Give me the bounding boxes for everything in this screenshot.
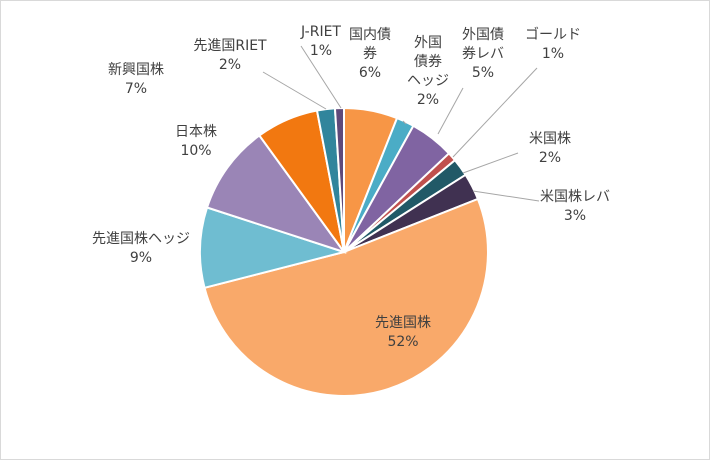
pie-slices (198, 106, 489, 397)
pie-slice-8 (198, 206, 348, 290)
data-label-line: 1% (542, 46, 564, 62)
data-label-3: 外国債券レバ 5% (462, 27, 504, 81)
data-label-line: 券レバ (462, 46, 504, 62)
data-label-line: 国内債 (349, 27, 391, 43)
leader-line-11 (262, 71, 327, 110)
data-label-line: 先進国RIET (193, 38, 267, 54)
leader-line-12 (300, 45, 342, 109)
data-label-line: 新興国株 (108, 62, 164, 78)
data-label-line: 米国株 (529, 131, 571, 147)
data-label-line: 2% (219, 57, 241, 73)
pie-slice-9 (205, 134, 347, 254)
data-label-1: 国内債券 6% (349, 27, 391, 81)
data-label-line: 9% (130, 250, 152, 266)
data-label-line: ヘッジ (407, 73, 449, 89)
data-label-5: 米国株 2% (529, 131, 571, 166)
data-label-4: ゴールド 1% (525, 26, 581, 62)
data-label-line: 先進国株ヘッジ (92, 231, 190, 247)
data-label-line: 先進国株 (375, 315, 431, 331)
data-label-line: 日本株 (175, 124, 217, 140)
data-label-line: J-RIET (300, 24, 341, 40)
data-label-line: 米国株レバ (540, 189, 610, 205)
data-label-line: 7% (125, 81, 147, 97)
pie-slice-12 (333, 106, 345, 253)
leader-line-6 (472, 190, 540, 202)
data-label-line: 3% (564, 208, 586, 224)
data-labels: 国内債券 6% 外国債券ヘッジ 2% 外国債券レバ 5% ゴールド 1% 米国株 2% 米国株レバ 3… (92, 24, 610, 350)
data-label-line: 債券 (414, 54, 442, 70)
data-label-line: 2% (539, 150, 561, 166)
data-label-line: 2% (417, 92, 439, 108)
pie-slice-7 (203, 197, 489, 397)
data-label-12: J-RIET 1% (300, 24, 341, 59)
data-label-line: 1% (310, 43, 332, 59)
data-label-line: 外国 (414, 35, 442, 51)
leader-lines (262, 45, 540, 202)
data-label-line: 5% (472, 65, 494, 81)
data-label-6: 米国株レバ 3% (540, 189, 610, 224)
data-label-11: 先進国RIET 2% (193, 38, 267, 73)
data-label-8: 先進国株ヘッジ 9% (92, 231, 190, 266)
leader-line-5 (462, 152, 519, 174)
data-label-2: 外国債券ヘッジ 2% (407, 35, 449, 108)
data-label-line: 券 (363, 46, 377, 62)
data-label-line: ゴールド (525, 26, 581, 43)
data-label-line: 6% (359, 65, 381, 81)
data-label-line: 10% (180, 143, 211, 159)
leader-line-2 (402, 120, 407, 125)
data-label-line: 52% (387, 334, 418, 350)
leader-line-4 (452, 67, 538, 158)
data-label-7: 先進国株 52% (375, 315, 431, 350)
data-label-9: 日本株 10% (175, 124, 217, 159)
data-label-10: 新興国株 7% (108, 62, 164, 97)
leader-line-3 (437, 87, 464, 135)
data-label-line: 外国債 (462, 27, 504, 43)
